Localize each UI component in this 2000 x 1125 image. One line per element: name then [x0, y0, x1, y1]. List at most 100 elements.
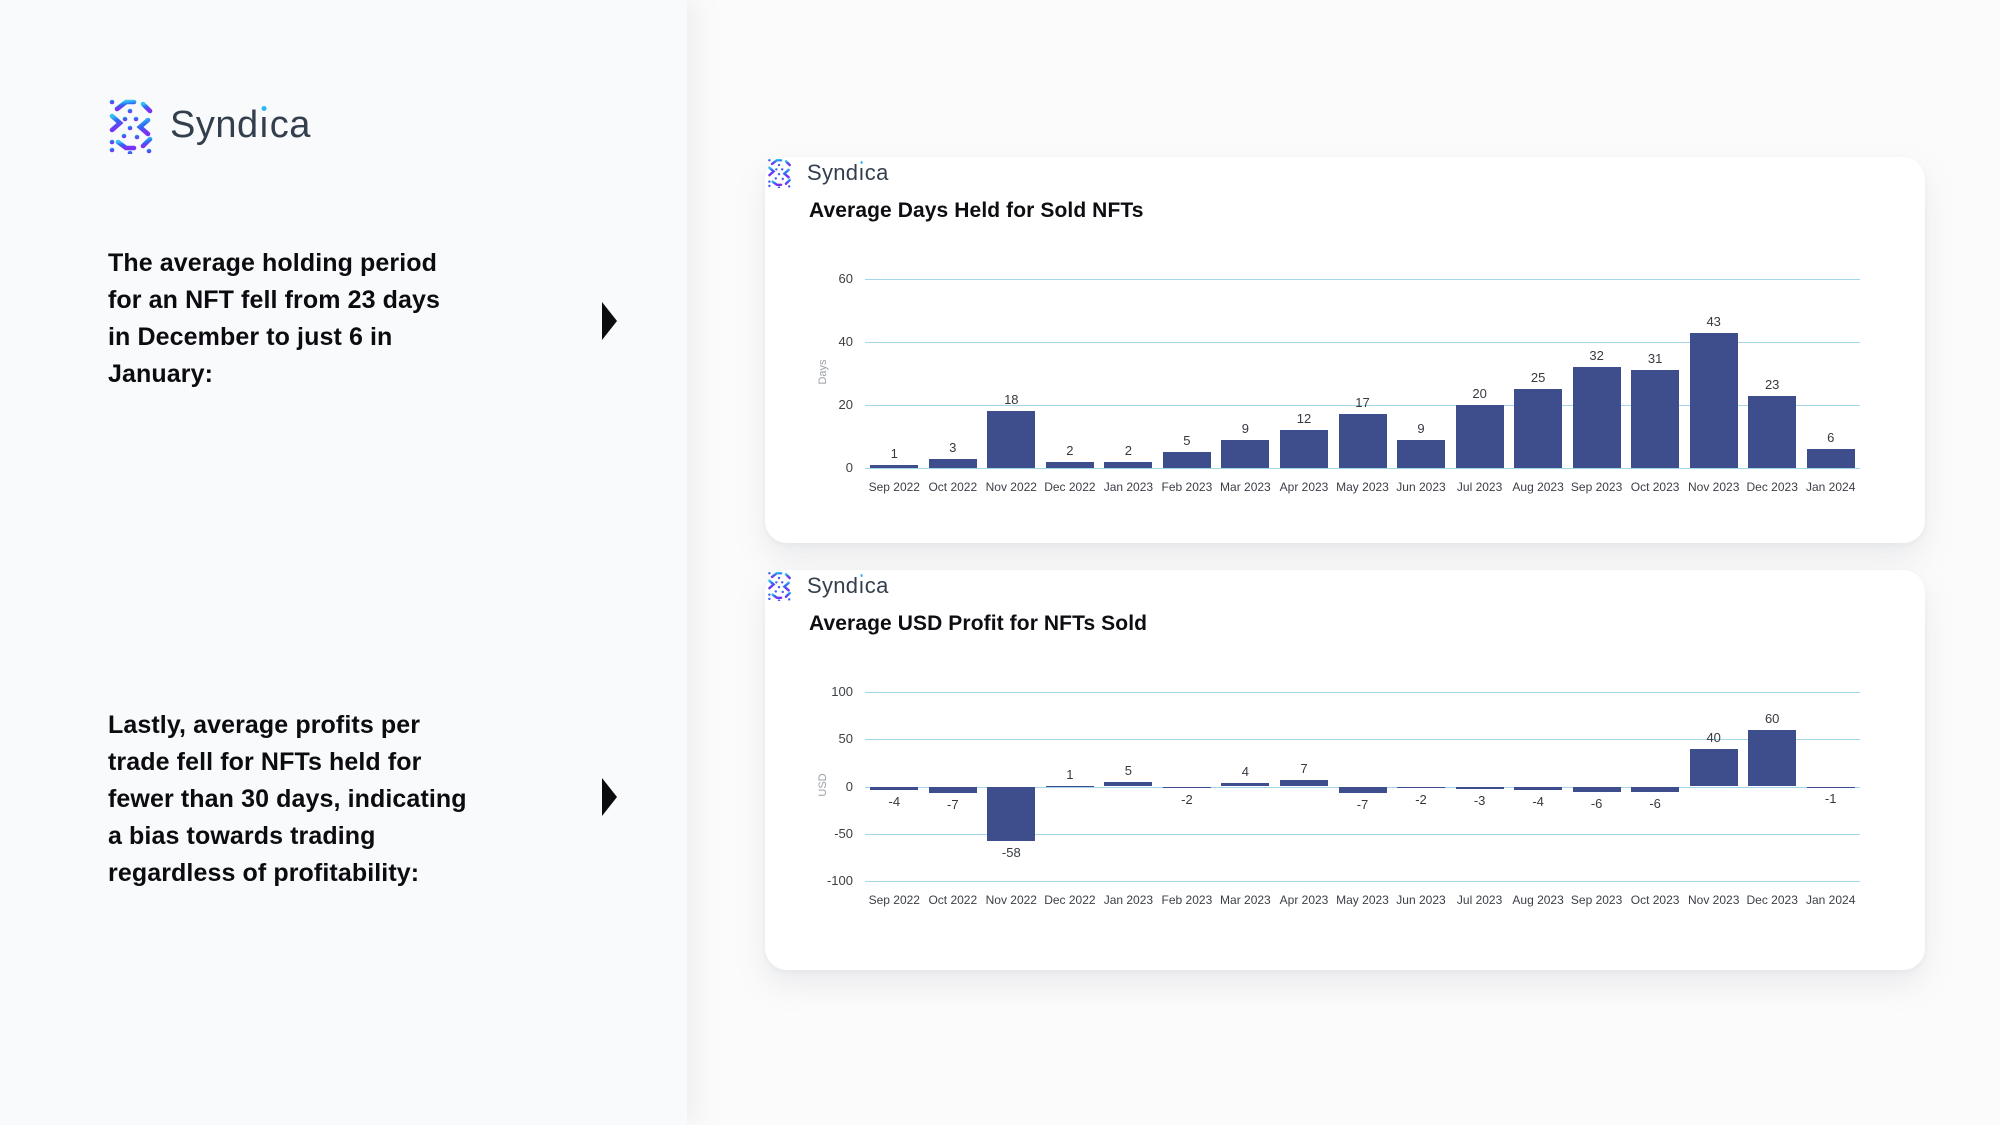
- bar-value-label: -4: [888, 794, 901, 810]
- bar-jan-2023: [1104, 781, 1153, 787]
- bar-jul-2023: [1455, 786, 1504, 790]
- x-axis-tick: Apr 2023: [1279, 893, 1329, 907]
- x-axis-tick: Aug 2023: [1512, 893, 1564, 907]
- gridline: [865, 881, 1860, 882]
- x-axis-tick: Mar 2023: [1220, 893, 1271, 907]
- bar-nov-2022: [987, 411, 1036, 468]
- bar-aug-2023: [1514, 786, 1563, 791]
- bar-jul-2023: [1455, 405, 1504, 468]
- bar-value-label: 7: [1300, 760, 1308, 776]
- bar-value-label: -6: [1649, 796, 1661, 812]
- chart-title: Average USD Profit for NFTs Sold: [809, 612, 1148, 635]
- bar-nov-2023: [1689, 332, 1738, 468]
- bar-value-label: -7: [947, 797, 959, 813]
- x-axis-tick: Oct 2023: [1630, 480, 1680, 494]
- bar-value-label: -2: [1181, 792, 1193, 808]
- statement-profits: Lastly, average profits per trade fell f…: [108, 711, 467, 887]
- y-axis-tick: -50: [834, 825, 853, 841]
- bar-value-label: 4: [1241, 763, 1249, 779]
- y-axis-tick: 40: [838, 334, 853, 349]
- bar-jan-2023: [1104, 461, 1153, 468]
- logo-i-dot: [860, 160, 863, 164]
- bar-sep-2023: [1572, 786, 1621, 793]
- bar-chart-days-held: 0 20 40 60 Days 1 Sep 2022 3 Oct 2022 18 Nov 2022 2…: [765, 157, 1925, 543]
- bar-value-label: 1: [890, 445, 898, 461]
- bar-dec-2022: [1045, 461, 1094, 468]
- gridline: [865, 692, 1860, 693]
- syndica-logo: Syndı ca: [765, 570, 1925, 601]
- charts-area: Average Days Held for Sold NFTs Syndı ca …: [687, 0, 2000, 1125]
- play-arrow-icon: [602, 302, 617, 340]
- chart-title: Average Days Held for Sold NFTs: [809, 199, 1144, 222]
- bar-oct-2023: [1631, 370, 1680, 468]
- bar-value-label: 40: [1706, 729, 1721, 745]
- bar-value-label: 43: [1706, 313, 1721, 329]
- x-axis-tick: Jan 2024: [1805, 893, 1856, 907]
- y-axis-tick: 0: [845, 778, 853, 794]
- syndica-logo: Syndı ca: [104, 96, 311, 154]
- x-axis-tick: Nov 2023: [1688, 893, 1740, 907]
- x-axis-tick: May 2023: [1336, 893, 1389, 907]
- logo-i-dot: [261, 105, 267, 111]
- bar-aug-2023: [1514, 389, 1563, 469]
- bar-value-label: 23: [1764, 376, 1780, 392]
- x-axis-tick: Jun 2023: [1396, 480, 1446, 494]
- bar-apr-2023: [1280, 779, 1328, 787]
- x-axis-tick: Jan 2023: [1103, 893, 1154, 907]
- chart-card-usd-profit: Average USD Profit for NFTs Sold Syndı ca…: [765, 570, 1925, 970]
- y-axis-tick: -100: [826, 873, 853, 888]
- bar-value-label: 60: [1764, 710, 1780, 726]
- bar-value-label: 17: [1355, 395, 1370, 411]
- bar-sep-2022: [870, 464, 919, 468]
- x-axis-tick: Jan 2024: [1805, 480, 1856, 494]
- bar-jun-2023: [1397, 786, 1445, 789]
- x-axis-tick: Jun 2023: [1396, 893, 1446, 907]
- bar-value-label: -3: [1473, 793, 1486, 809]
- y-axis-tick: 20: [838, 397, 853, 412]
- bar-value-label: 31: [1647, 351, 1663, 367]
- x-axis-tick: May 2023: [1336, 480, 1389, 494]
- bar-value-label: 20: [1472, 386, 1487, 401]
- x-axis-tick: Nov 2023: [1688, 480, 1740, 494]
- bar-sep-2023: [1572, 367, 1621, 468]
- bar-value-label: 6: [1827, 430, 1835, 446]
- x-axis-tick: Dec 2022: [1044, 893, 1096, 907]
- x-axis-tick: Nov 2022: [985, 893, 1037, 907]
- y-axis-tick: 100: [831, 684, 853, 699]
- bar-value-label: -7: [1356, 797, 1369, 813]
- syndica-wordmark: Syndı ca: [807, 572, 889, 598]
- x-axis-tick: Sep 2022: [868, 893, 920, 907]
- bar-jun-2023: [1397, 439, 1445, 468]
- x-axis-tick: Sep 2023: [1570, 480, 1623, 494]
- y-axis-title: Days: [817, 358, 829, 385]
- bar-jan-2024: [1806, 449, 1855, 468]
- bar-value-label: 32: [1589, 348, 1604, 364]
- x-axis-tick: Dec 2023: [1746, 893, 1798, 907]
- bar-feb-2023: [1162, 452, 1211, 469]
- bar-value-label: 2: [1066, 442, 1074, 458]
- bar-mar-2023: [1221, 782, 1270, 787]
- bar-apr-2023: [1280, 430, 1328, 468]
- bar-oct-2022: [928, 458, 977, 468]
- bar-oct-2023: [1631, 786, 1680, 793]
- x-axis-tick: Aug 2023: [1512, 480, 1564, 494]
- logo-i-dot: [860, 573, 863, 577]
- bar-value-label: -58: [1001, 845, 1021, 861]
- bar-feb-2023: [1162, 786, 1211, 789]
- x-axis-tick: Dec 2023: [1746, 480, 1798, 494]
- y-axis-tick: 50: [838, 731, 853, 747]
- x-axis-tick: Oct 2022: [928, 480, 978, 494]
- bar-sep-2022: [870, 786, 919, 791]
- x-axis-tick: Oct 2023: [1630, 893, 1680, 907]
- x-axis-tick: Dec 2022: [1044, 480, 1096, 494]
- bar-oct-2022: [928, 786, 977, 794]
- bar-value-label: 2: [1124, 442, 1132, 458]
- bar-value-label: 5: [1124, 762, 1132, 778]
- gridline: [865, 405, 1860, 406]
- bar-nov-2022: [987, 786, 1036, 842]
- gridline: [865, 833, 1860, 835]
- bar-mar-2023: [1221, 439, 1270, 468]
- bar-value-label: -1: [1824, 791, 1837, 807]
- bar-value-label: 12: [1296, 411, 1312, 427]
